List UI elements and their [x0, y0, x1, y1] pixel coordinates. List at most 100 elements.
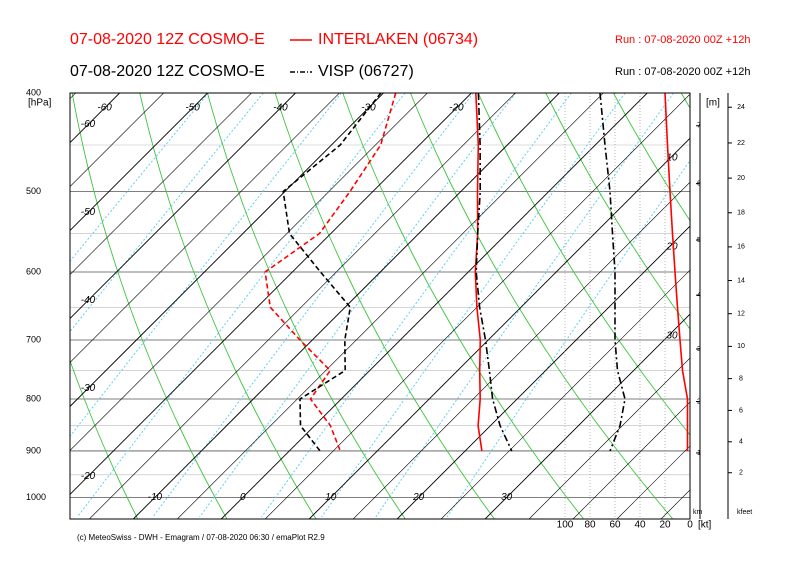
kfeet-tick-label: 6 — [739, 407, 743, 414]
y-tick-label: 500 — [26, 186, 41, 196]
dry-adiabat — [477, 93, 690, 436]
dry-adiabat — [70, 359, 139, 519]
wind-speed-line — [664, 93, 689, 451]
isotherm-label: -40 — [81, 295, 96, 306]
wind-tick-label: 80 — [584, 520, 596, 531]
y-tick-label: 400 — [26, 87, 41, 97]
isotherm-label: -20 — [81, 471, 96, 482]
isotherm-label: 10 — [325, 492, 337, 503]
isotherm-label: -60 — [97, 103, 112, 114]
kfeet-tick-label: 14 — [737, 277, 745, 284]
isotherm — [308, 137, 690, 519]
isotherm — [70, 93, 340, 363]
profiles — [264, 93, 689, 452]
isotherm-label: 20 — [412, 492, 425, 503]
km-tick-label: 4 — [697, 292, 701, 299]
kfeet-tick-label: 8 — [739, 375, 743, 382]
km-tick-label: 5 — [697, 237, 701, 244]
wind-tick-label: 60 — [609, 520, 621, 531]
isotherm — [70, 93, 296, 320]
legend-label: VISP (06727) — [318, 63, 414, 80]
mixing-ratio-line — [261, 93, 572, 518]
kfeet-tick-label: 18 — [737, 210, 745, 217]
km-tick-label: 2 — [697, 398, 701, 405]
dewpoint-line — [282, 93, 382, 452]
kfeet-tick-label: 20 — [737, 175, 745, 182]
isotherm — [572, 401, 690, 519]
wind-unit: [kt] — [698, 520, 712, 531]
km-label: km — [693, 509, 703, 516]
height-unit: [m] — [706, 98, 720, 109]
wind-panel-label: 10 — [666, 153, 678, 164]
isotherm-label: -30 — [81, 383, 96, 394]
mixing-ratio-line — [70, 93, 264, 333]
front-group: 4005006007008009001000-60-60-50-50-40-40… — [26, 31, 750, 530]
wind-tick-label: 40 — [634, 520, 646, 531]
mixing-ratio-line — [446, 159, 690, 518]
isotherm-label: -50 — [81, 207, 96, 218]
y-tick-label: 700 — [26, 334, 41, 344]
wind-tick-label: 20 — [659, 520, 671, 531]
kfeet-tick-label: 4 — [739, 439, 743, 446]
grid-group — [70, 93, 690, 519]
mixing-ratio-line — [199, 93, 516, 518]
station-model: 07-08-2020 12Z COSMO-E — [70, 63, 265, 80]
temperature-line — [475, 93, 513, 452]
mixing-ratio-line — [76, 93, 406, 518]
isotherm — [484, 313, 690, 519]
wind-speed-line — [599, 93, 626, 452]
isotherm — [70, 93, 164, 187]
kfeet-tick-label: 24 — [737, 104, 745, 111]
kfeet-tick-label: 10 — [737, 343, 745, 350]
y-tick-label: 900 — [26, 445, 41, 455]
isotherm-label: 0 — [240, 492, 246, 503]
isotherm — [177, 93, 604, 519]
y-tick-label: 1000 — [26, 492, 46, 502]
run-info: Run : 07-08-2020 00Z +12h — [615, 34, 750, 46]
station-model: 07-08-2020 12Z COSMO-E — [70, 31, 265, 48]
isotherm-label: -40 — [273, 103, 288, 114]
isotherm — [70, 93, 384, 408]
isotherm — [89, 93, 516, 519]
dry-adiabat — [410, 93, 674, 519]
isotherm — [70, 93, 472, 496]
dry-adiabat — [613, 93, 690, 222]
wind-panel-label: 20 — [665, 242, 678, 253]
isotherm — [133, 93, 560, 519]
isotherm — [440, 269, 690, 519]
isotherm — [70, 93, 208, 232]
isotherm — [528, 357, 690, 519]
legend-label: INTERLAKEN (06734) — [318, 31, 478, 48]
km-tick-label: 7 — [697, 123, 701, 130]
kfeet-tick-label: 12 — [737, 311, 745, 318]
isotherm — [396, 225, 690, 519]
dry-adiabat — [207, 93, 406, 519]
isotherm — [70, 93, 428, 451]
run-info: Run : 07-08-2020 00Z +12h — [615, 66, 750, 78]
isotherm-label: -20 — [449, 103, 464, 114]
isotherm — [265, 93, 690, 519]
dewpoint-line — [264, 93, 397, 452]
isotherm-label: -10 — [148, 492, 163, 503]
wind-tick-label: 100 — [557, 520, 574, 531]
temperature-line — [474, 93, 483, 452]
y-tick-label: 800 — [26, 393, 41, 403]
dry-adiabat — [139, 93, 317, 519]
y-unit: [hPa] — [28, 98, 52, 109]
isotherm — [220, 93, 648, 519]
km-tick-label: 1 — [697, 450, 701, 457]
y-tick-label: 600 — [26, 266, 41, 276]
plot-frame — [69, 92, 691, 520]
km-tick-label: 3 — [697, 346, 701, 353]
dry-adiabat — [342, 93, 584, 519]
isotherm — [70, 93, 252, 275]
wind-tick-label: 0 — [687, 520, 693, 531]
kfeet-label: kfeet — [737, 509, 752, 516]
dry-adiabat — [274, 93, 495, 519]
kfeet-tick-label: 16 — [737, 244, 745, 251]
dry-adiabat — [545, 93, 690, 330]
isotherm — [352, 181, 690, 519]
